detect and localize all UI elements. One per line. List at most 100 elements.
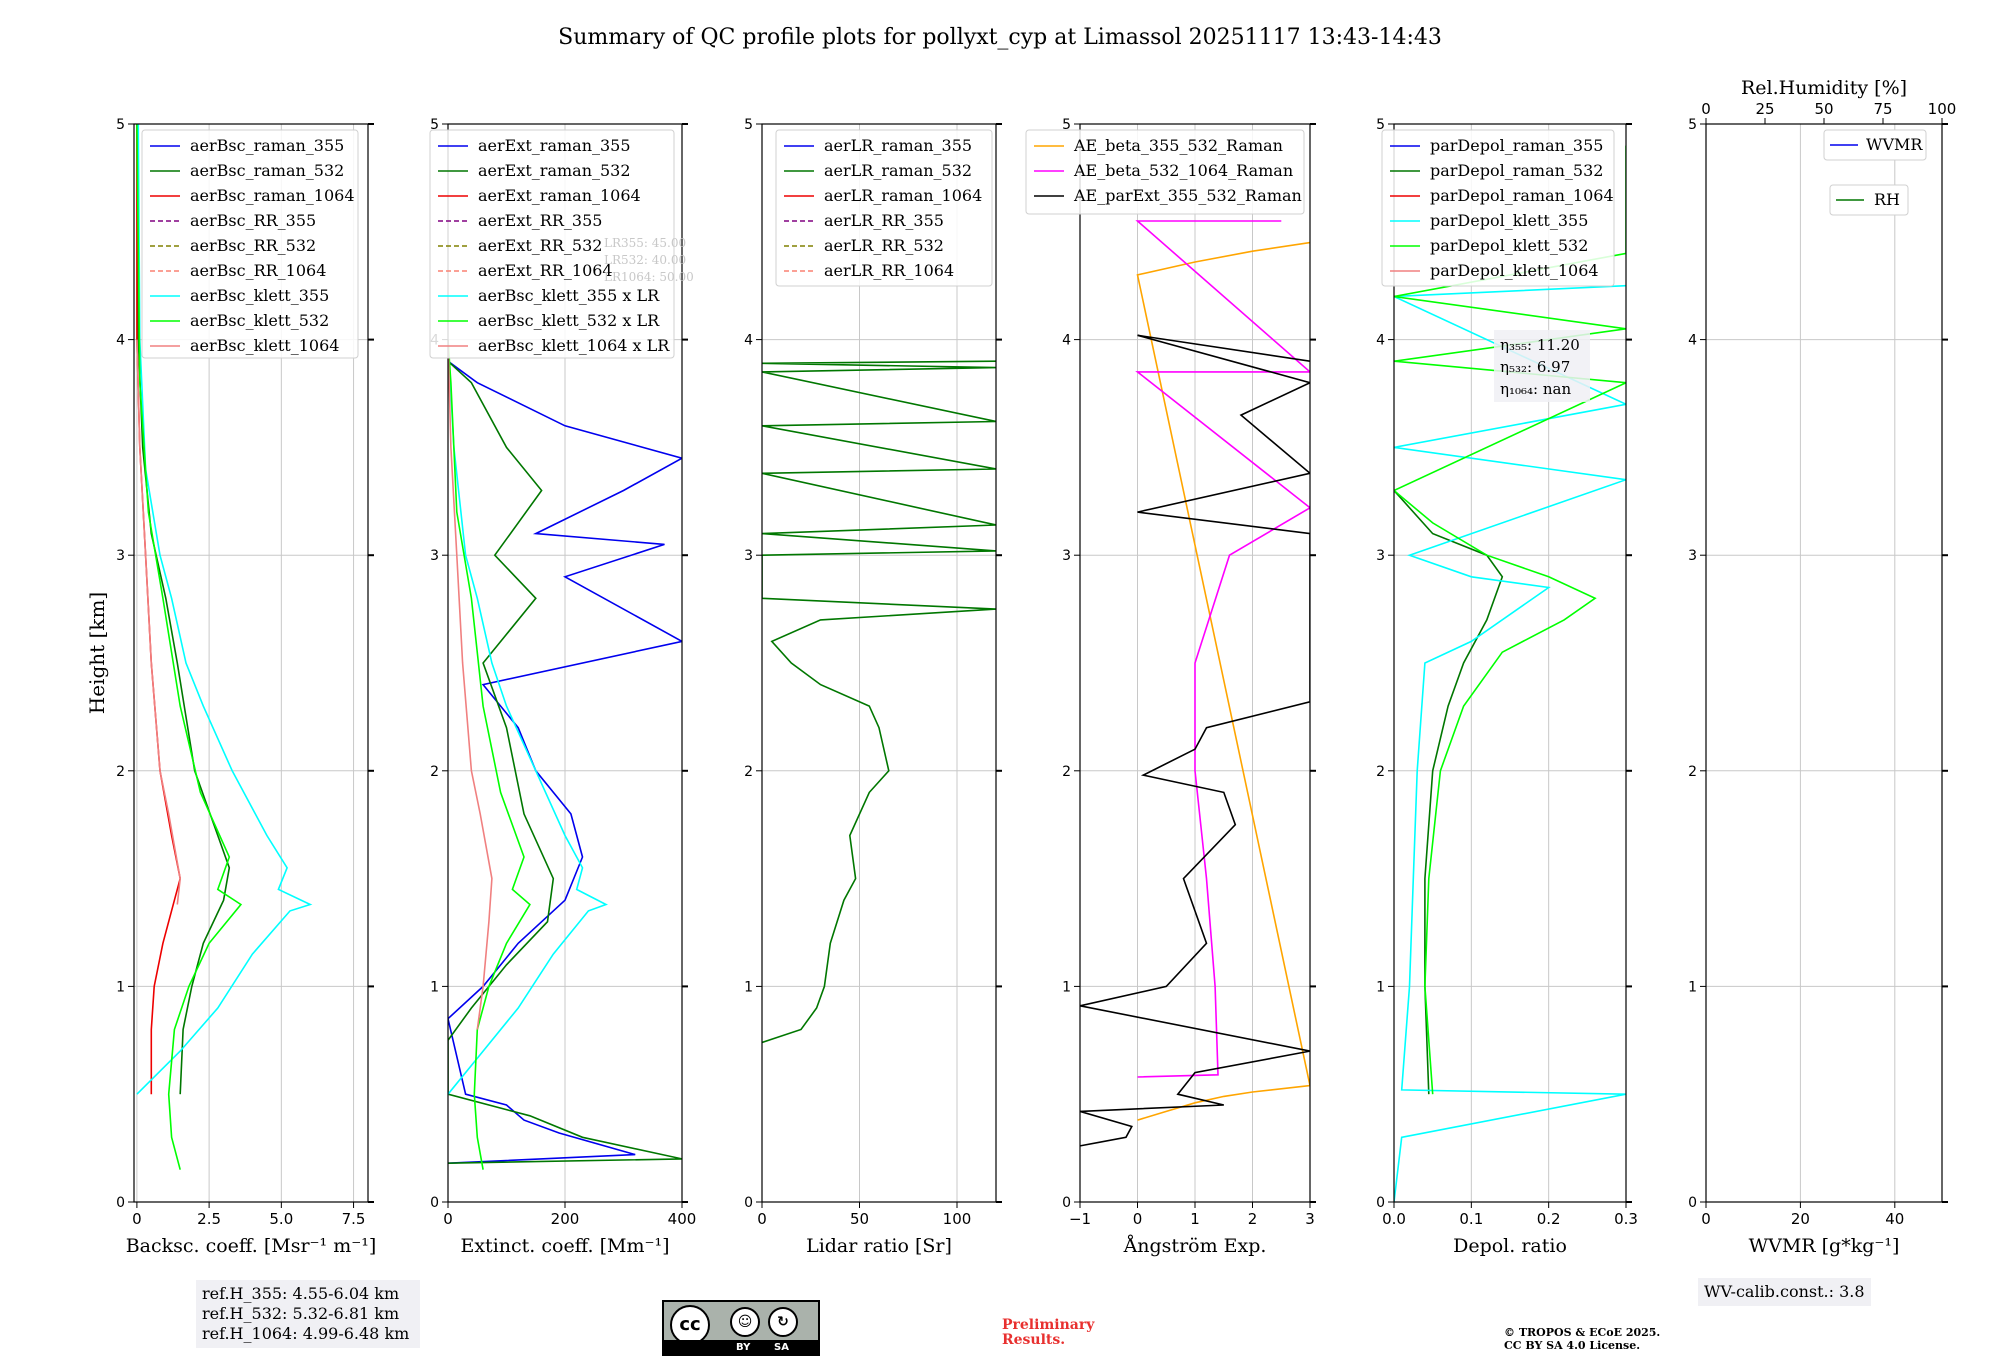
x-tick-label-angstrom: 1 [1190,1210,1200,1228]
series-group-extinction [448,339,682,1170]
legend-label-extinction: aerExt_raman_532 [478,161,631,180]
share-alike-icon: ↻ [768,1307,798,1337]
series-line-parDepol_klett_532 [1394,145,1626,1095]
y-tick-label-lidar_ratio: 3 [744,548,753,564]
series-line-AE_beta_355_532_Raman [1136,241,1310,1121]
legend-label-lidar_ratio: aerLR_RR_355 [824,211,944,230]
cc-license-badge: cc ☺ ↻ BY SA [662,1300,820,1356]
series-line-AE_beta_532_1064_Raman [1135,220,1310,1078]
figure-title: Summary of QC profile plots for pollyxt_… [558,25,1442,50]
x-tick-label-angstrom: 3 [1305,1210,1315,1228]
ref-height-1064: ref.H_1064: 4.99-6.48 km [202,1324,410,1343]
y-tick-label-backscatter: 2 [116,764,125,780]
x-tick-label-extinction: 0 [443,1210,453,1228]
legend-depol: parDepol_raman_355 parDepol_raman_532 parD… [1381,129,1615,287]
y-tick-label-angstrom: 0 [1062,1195,1071,1211]
legend-label-depol: parDepol_raman_1064 [1430,186,1614,205]
legend-label-depol: parDepol_klett_355 [1430,211,1588,230]
legend-box-backscatter [141,129,359,359]
ref-height-532: ref.H_532: 5.32-6.81 km [202,1304,400,1323]
legend-box-rh [1829,184,1909,216]
series-group-depol [1394,145,1626,1202]
x-tick-label-angstrom: 2 [1248,1210,1258,1228]
x-tick-label-depol: 0.3 [1614,1210,1638,1228]
legend-box-angstrom [1025,129,1305,215]
x-axis-label-backscatter: Backsc. coeff. [Msr⁻¹ m⁻¹] [126,1235,377,1257]
series-line-aerBsc_klett_1064 x LR [448,339,493,1030]
x-tick-label-backscatter: 7.5 [342,1210,366,1228]
legend-label-depol: parDepol_raman_355 [1430,136,1603,155]
rh-tick-label: 50 [1814,100,1833,118]
x-tick-label-angstrom: 0 [1133,1210,1143,1228]
y-tick-label-angstrom: 4 [1062,333,1071,349]
y-tick-label-angstrom: 1 [1062,979,1071,995]
legend-label-lidar_ratio: aerLR_raman_1064 [824,186,982,205]
x-tick-label-angstrom: −1 [1069,1210,1091,1228]
series-group-backscatter [136,124,313,1170]
series-line-aerBsc_raman_532 [136,124,231,1095]
legend-label-depol: parDepol_raman_532 [1430,161,1603,180]
legend-label-backscatter: aerBsc_klett_1064 [190,336,339,355]
x-tick-label-lidar_ratio: 50 [850,1210,869,1228]
y-tick-label-lidar_ratio: 0 [744,1195,753,1211]
x-tick-label-lidar_ratio: 100 [943,1210,972,1228]
x-tick-label-backscatter: 0 [132,1210,142,1228]
preliminary-line-2: Results. [1002,1332,1066,1348]
y-tick-label-depol: 2 [1376,764,1385,780]
series-group-lidar_ratio [762,360,996,1044]
axes-frame-backscatter [133,123,369,1203]
y-tick-label-lidar_ratio: 1 [744,979,753,995]
y-tick-label-extinction: 0 [430,1195,439,1211]
legend-label-lidar_ratio: aerLR_raman_532 [824,161,972,180]
cc-sa-label: SA [774,1342,789,1353]
legend-lidar_ratio: aerLR_raman_355 aerLR_raman_532 aerLR_rama… [775,129,993,287]
x-axis-label-lidar_ratio: Lidar ratio [Sr] [806,1235,952,1257]
legend-label-wvmr: WVMR [1866,135,1923,154]
lr-annotation: LR1064: 50.00 [604,270,694,284]
legend-label-angstrom: AE_beta_355_532_Raman [1073,136,1283,155]
legend-label-extinction: aerExt_RR_1064 [478,261,613,280]
panel-extinction: 0123450200400Extinct. coeff. [Mm⁻¹]aerEx… [429,117,696,1257]
y-tick-label-wvmr: 1 [1688,979,1697,995]
eta-box [1494,330,1590,402]
y-tick-label-extinction: 2 [430,764,439,780]
cc-logo-icon: cc [670,1305,710,1345]
legend-label-extinction: aerBsc_klett_355 x LR [478,286,660,305]
y-tick-label-wvmr: 2 [1688,764,1697,780]
y-tick-label-extinction: 1 [430,979,439,995]
y-tick-label-backscatter: 3 [116,548,125,564]
legend-label-extinction: aerExt_raman_1064 [478,186,641,205]
x-tick-label-extinction: 200 [551,1210,580,1228]
y-tick-label-angstrom: 5 [1062,117,1071,133]
series-line-aerLR_raman_532 [762,360,996,1044]
y-tick-label-depol: 3 [1376,548,1385,564]
y-tick-label-extinction: 5 [430,117,439,133]
legend-label-backscatter: aerBsc_RR_355 [190,211,316,230]
x-tick-label-depol: 0.0 [1382,1210,1406,1228]
y-tick-label-wvmr: 4 [1688,333,1697,349]
legend-label-backscatter: aerBsc_RR_532 [190,236,316,255]
legend-wvmr: WVMR [1823,129,1927,161]
legend-box-lidar_ratio [775,129,993,287]
panel-depol: 0 1 2 3 4 5 0.0 0.1 0.2 0.3 Depol. ratio parDepol_r… [1376,117,1638,1257]
panel-backscatter: 0 1 2 3 4 5 0 2.5 5.0 7.5 Backsc. coeff. [Msr⁻¹ m⁻… [116,117,376,1257]
y-tick-label-depol: 0 [1376,1195,1385,1211]
series-line-aerBsc_klett_355 [136,124,313,1095]
y-tick-label-backscatter: 4 [116,333,125,349]
x-tick-label-backscatter: 2.5 [197,1210,221,1228]
lr-annotation: LR355: 45.00 [604,236,686,250]
legend-label-lidar_ratio: aerLR_RR_532 [824,236,944,255]
legend-label-rh: RH [1874,190,1900,209]
y-tick-label-lidar_ratio: 2 [744,764,753,780]
series-line-AE_parExt_355_532_Raman [1080,334,1310,1147]
legend-label-depol: parDepol_klett_1064 [1430,261,1599,280]
legend-label-extinction: aerBsc_klett_1064 x LR [478,336,670,355]
legend-label-angstrom: AE_beta_532_1064_Raman [1073,161,1293,180]
y-tick-label-backscatter: 0 [116,1195,125,1211]
eta-annotation: η₃₅₅: 11.20 η₅₃₂: 6.97 η₁₀₆₄: nan [1494,330,1590,402]
wv-calib-box: WV-calib.const.: 3.8 [1698,1278,1871,1306]
lr-annotation: LR532: 40.00 [604,253,686,267]
rh-axis-label: Rel.Humidity [%] [1741,77,1907,99]
